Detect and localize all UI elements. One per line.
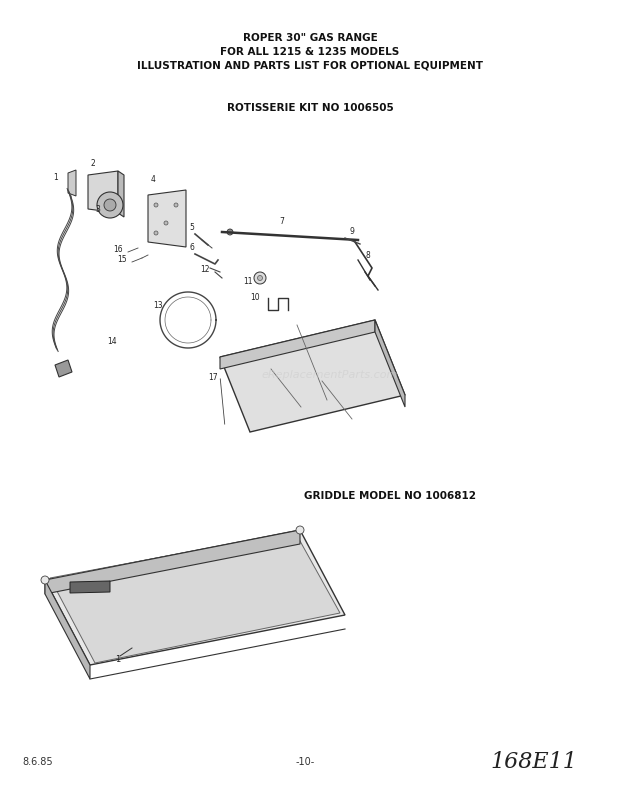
Circle shape <box>296 526 304 534</box>
Circle shape <box>104 199 116 211</box>
Text: 15: 15 <box>117 255 127 265</box>
Text: 16: 16 <box>113 246 123 254</box>
Text: 1: 1 <box>115 656 121 664</box>
Text: 3: 3 <box>95 205 100 215</box>
Polygon shape <box>88 171 118 213</box>
Circle shape <box>164 221 168 225</box>
Text: 17: 17 <box>208 374 218 382</box>
Text: 14: 14 <box>107 337 117 347</box>
Text: 7: 7 <box>280 217 285 227</box>
Text: ROPER 30" GAS RANGE: ROPER 30" GAS RANGE <box>242 33 378 43</box>
Polygon shape <box>220 320 375 369</box>
Text: FOR ALL 1215 & 1235 MODELS: FOR ALL 1215 & 1235 MODELS <box>220 47 400 57</box>
Text: 5: 5 <box>190 224 195 232</box>
Text: 4: 4 <box>151 175 156 185</box>
Text: GRIDDLE MODEL NO 1006812: GRIDDLE MODEL NO 1006812 <box>304 491 476 501</box>
Circle shape <box>174 203 178 207</box>
Text: eReplacementParts.com: eReplacementParts.com <box>262 370 398 380</box>
Circle shape <box>154 203 158 207</box>
Polygon shape <box>375 320 405 407</box>
Polygon shape <box>45 530 345 665</box>
Polygon shape <box>45 580 90 679</box>
Text: 12: 12 <box>200 265 210 274</box>
Text: 13: 13 <box>153 300 163 310</box>
Circle shape <box>41 576 49 584</box>
Circle shape <box>257 276 262 280</box>
Circle shape <box>154 231 158 235</box>
Polygon shape <box>118 171 124 217</box>
Polygon shape <box>220 320 405 432</box>
Polygon shape <box>45 530 300 594</box>
Polygon shape <box>148 190 186 247</box>
Text: 10: 10 <box>250 294 260 303</box>
Polygon shape <box>55 360 72 377</box>
Polygon shape <box>68 170 76 196</box>
Circle shape <box>254 272 266 284</box>
Text: 1: 1 <box>53 174 58 182</box>
Text: 168E11: 168E11 <box>490 751 577 773</box>
Text: 8.6.85: 8.6.85 <box>22 757 53 767</box>
Text: -10-: -10- <box>295 757 314 767</box>
Text: 9: 9 <box>350 228 355 236</box>
Text: ROTISSERIE KIT NO 1006505: ROTISSERIE KIT NO 1006505 <box>227 103 393 113</box>
Polygon shape <box>50 532 340 663</box>
Text: 6: 6 <box>190 243 195 253</box>
Text: 2: 2 <box>91 159 95 167</box>
Circle shape <box>97 192 123 218</box>
Text: 11: 11 <box>243 277 253 287</box>
Text: ILLUSTRATION AND PARTS LIST FOR OPTIONAL EQUIPMENT: ILLUSTRATION AND PARTS LIST FOR OPTIONAL… <box>137 61 483 71</box>
Polygon shape <box>70 581 110 593</box>
Text: 8: 8 <box>366 250 370 259</box>
Circle shape <box>227 229 233 235</box>
